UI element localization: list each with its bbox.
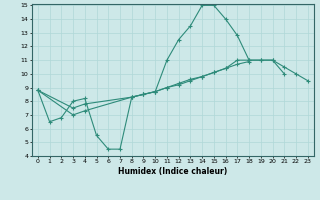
X-axis label: Humidex (Indice chaleur): Humidex (Indice chaleur) — [118, 167, 228, 176]
